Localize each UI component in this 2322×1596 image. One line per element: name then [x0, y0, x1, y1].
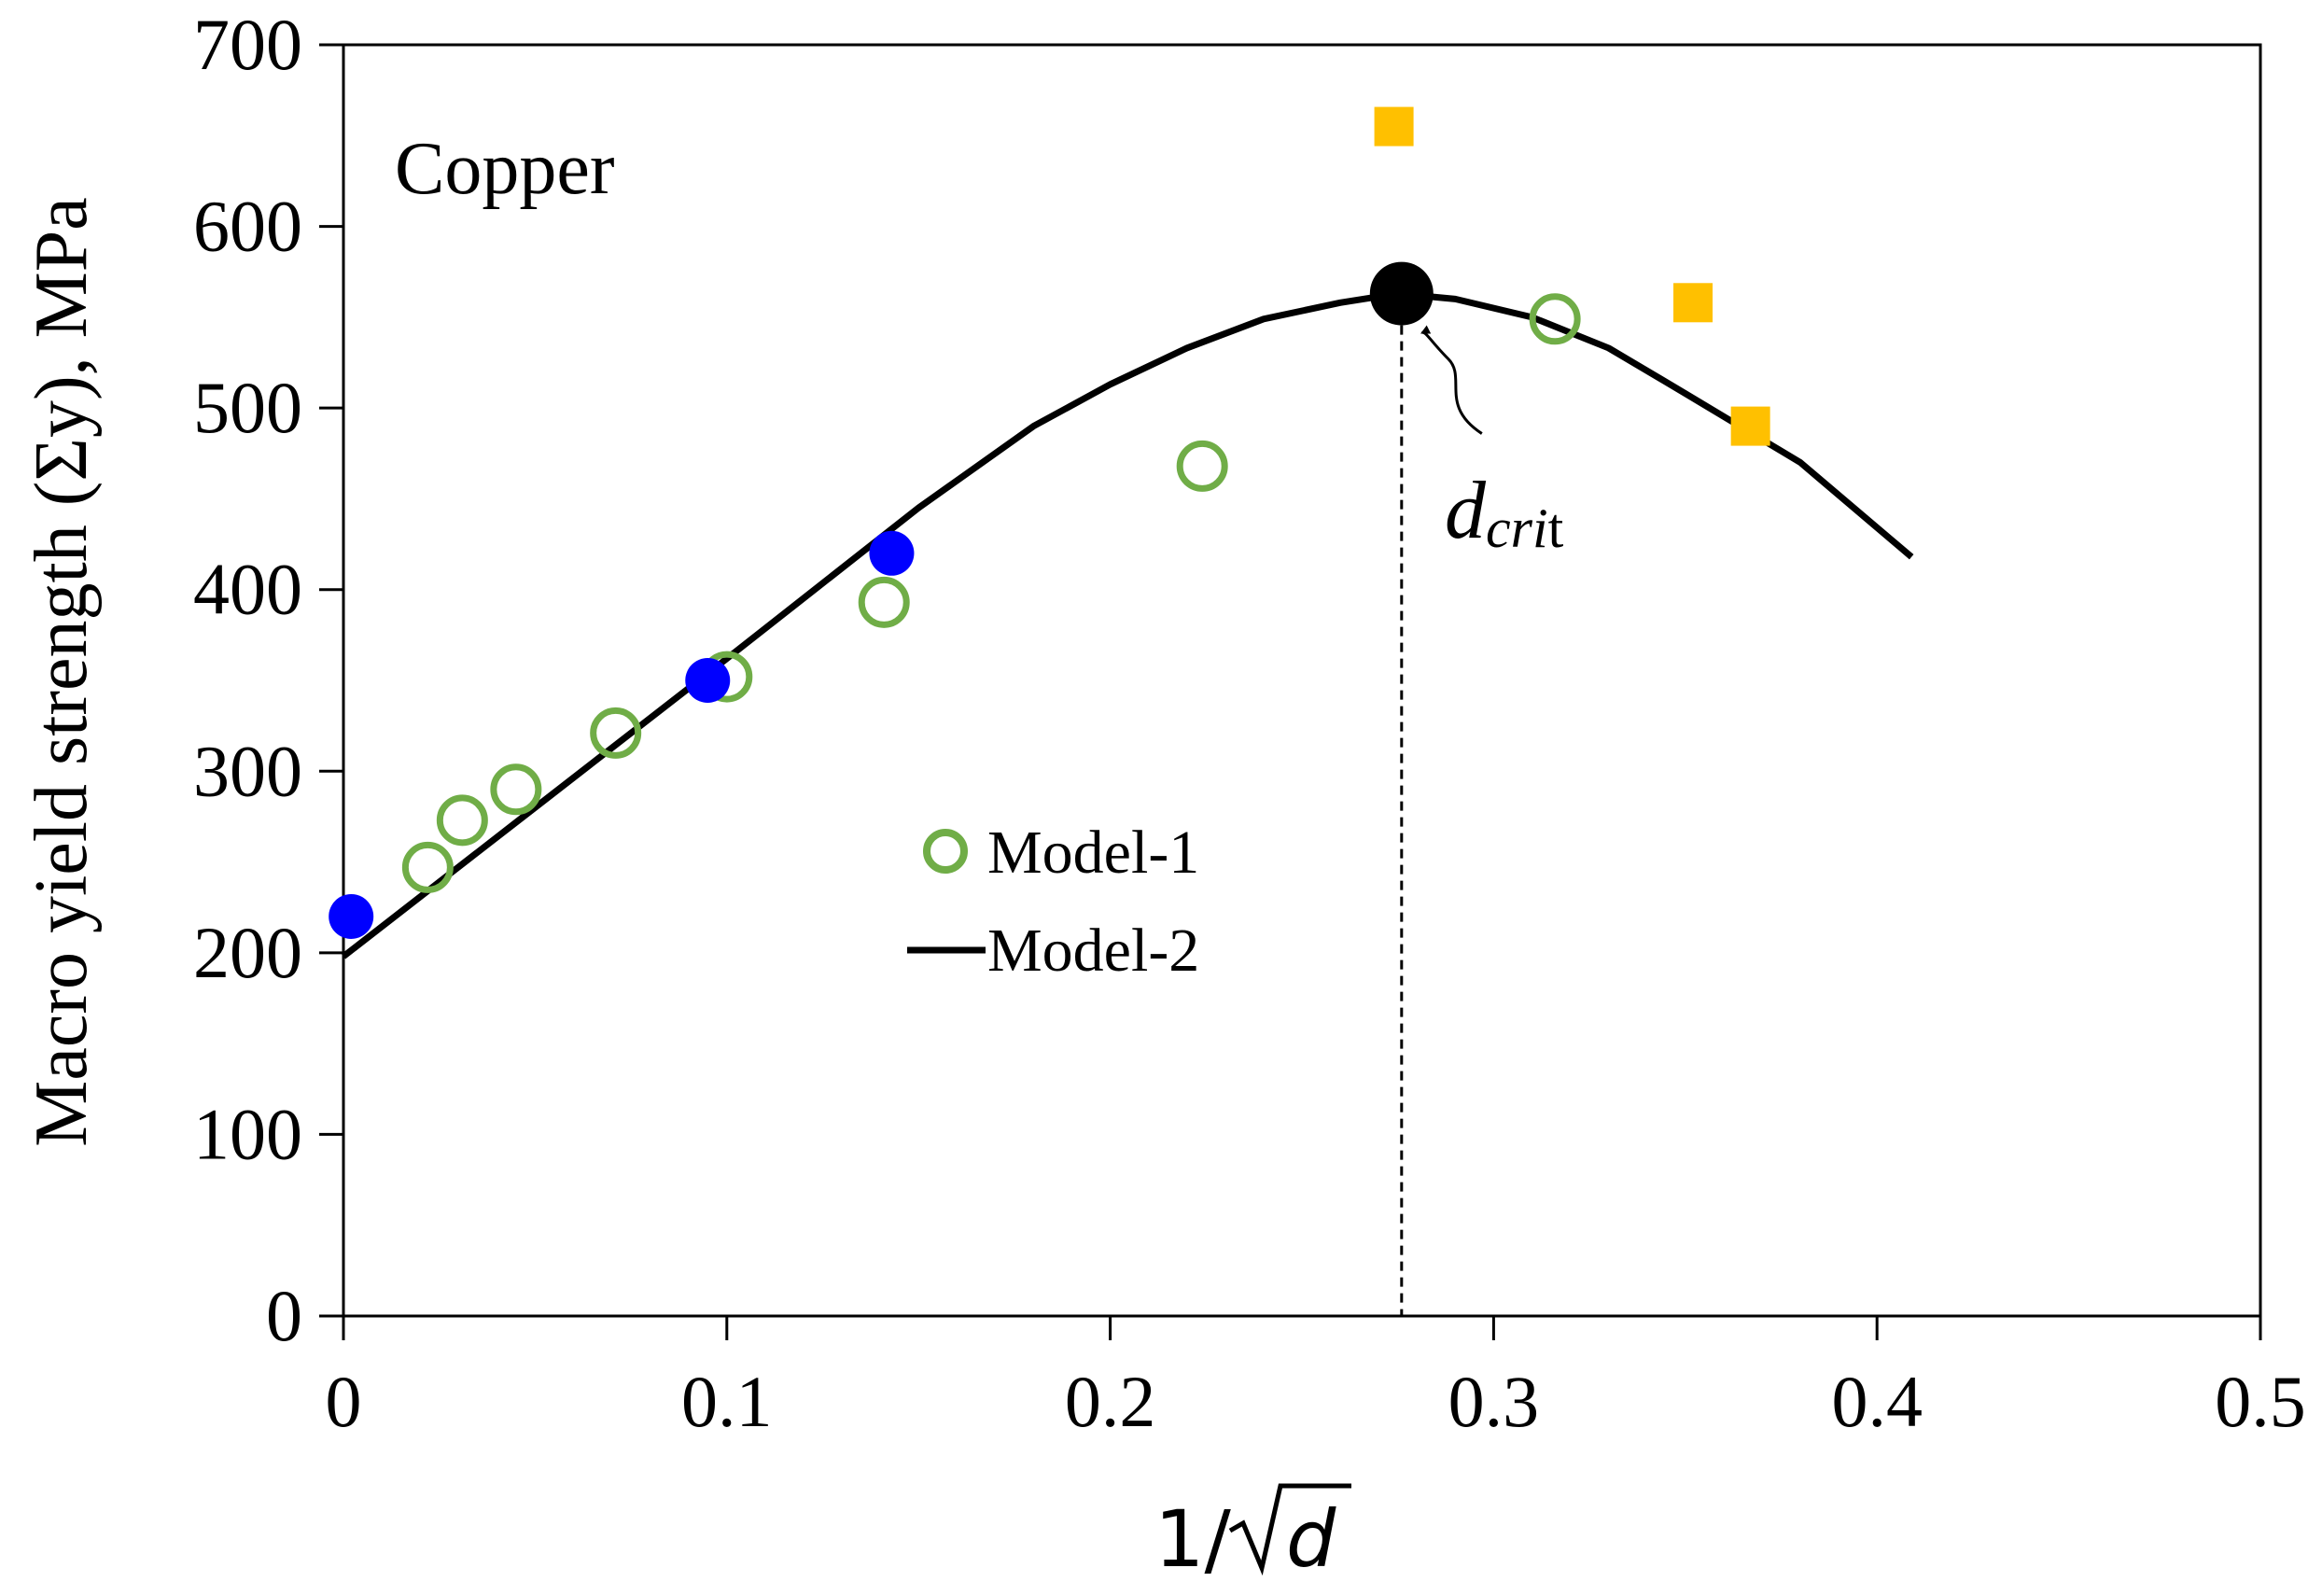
model-1-point: [590, 707, 642, 759]
panel-label: Copper: [395, 128, 615, 210]
y-tick-label: 200: [193, 912, 302, 993]
model-1-point: [436, 794, 488, 847]
series-model-2-line: [341, 290, 1914, 959]
model-1-point: [1176, 440, 1228, 492]
model-1-point: [858, 576, 910, 628]
x-tick-label: 0.4: [1831, 1361, 1923, 1442]
model-1-point: [1529, 293, 1581, 345]
legend-label-model-2: Model-2: [987, 917, 1199, 985]
square-point: [1730, 406, 1770, 446]
series-layer: [329, 106, 1914, 959]
square-point: [1374, 106, 1414, 147]
model-1-point: [401, 841, 454, 893]
x-axis-ticks: 0 0.1 0.2 0.3 0.4 0.5: [326, 1316, 2306, 1442]
radical-sign: [1228, 1483, 1351, 1576]
y-tick-label: 500: [193, 367, 302, 448]
x-axis-title: 1/ d: [1154, 1483, 1351, 1585]
y-axis-title: Macro yield strength (Σy), MPa: [21, 197, 103, 1146]
legend-label-model-1: Model-1: [987, 819, 1199, 887]
x-axis-title-radicand: d: [1286, 1493, 1336, 1585]
x-tick-label: 0.2: [1065, 1361, 1156, 1442]
y-axis-ticks: 0 100 200 300 400 500 600 700: [193, 4, 343, 1356]
y-tick-label: 300: [193, 730, 302, 811]
y-tick-label: 0: [266, 1275, 302, 1356]
critical-label-tail: t: [1548, 497, 1564, 559]
y-tick-label: 100: [193, 1093, 302, 1174]
y-tick-label: 400: [193, 549, 302, 630]
x-tick-label: 0.3: [1448, 1361, 1540, 1442]
critical-label: dcrit: [1445, 466, 1564, 559]
filled-circle-point: [329, 893, 374, 939]
plot-frame: [342, 43, 2262, 1318]
x-axis-title-prefix: 1/: [1154, 1493, 1231, 1585]
model-1-point: [490, 763, 542, 816]
x-tick-label: 0: [326, 1361, 362, 1442]
legend: Model-1 Model-2: [907, 819, 1199, 985]
x-tick-label: 0.5: [2215, 1361, 2306, 1442]
y-tick-label: 600: [193, 186, 302, 267]
y-tick-label: 700: [193, 4, 302, 85]
critical-label-main: d: [1445, 466, 1487, 556]
x-tick-label: 0.1: [681, 1361, 773, 1442]
square-point: [1673, 283, 1714, 323]
filled-circle-point: [869, 530, 915, 576]
legend-marker-model-1: [923, 829, 968, 874]
critical-label-sub: cri: [1486, 497, 1548, 559]
filled-circle-point: [685, 658, 731, 703]
critical-point-marker: [1369, 261, 1434, 326]
critical-annotation-arrow: [1420, 325, 1483, 435]
